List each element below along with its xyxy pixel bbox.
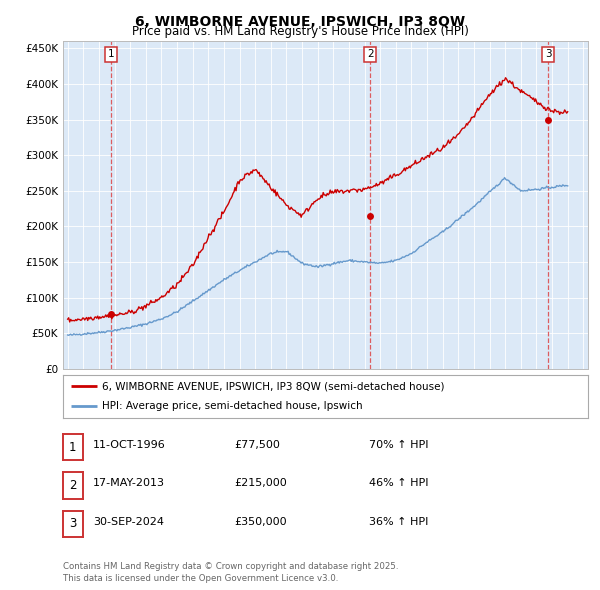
Text: 2: 2 xyxy=(367,50,374,60)
Text: Contains HM Land Registry data © Crown copyright and database right 2025.
This d: Contains HM Land Registry data © Crown c… xyxy=(63,562,398,583)
Text: 17-MAY-2013: 17-MAY-2013 xyxy=(93,478,165,488)
Text: 11-OCT-1996: 11-OCT-1996 xyxy=(93,440,166,450)
Text: 46% ↑ HPI: 46% ↑ HPI xyxy=(369,478,428,488)
Text: 6, WIMBORNE AVENUE, IPSWICH, IP3 8QW (semi-detached house): 6, WIMBORNE AVENUE, IPSWICH, IP3 8QW (se… xyxy=(103,381,445,391)
Text: 1: 1 xyxy=(69,441,77,454)
Text: £77,500: £77,500 xyxy=(234,440,280,450)
Text: HPI: Average price, semi-detached house, Ipswich: HPI: Average price, semi-detached house,… xyxy=(103,401,363,411)
Text: 3: 3 xyxy=(545,50,551,60)
Text: 30-SEP-2024: 30-SEP-2024 xyxy=(93,517,164,526)
Text: 1: 1 xyxy=(108,50,115,60)
Text: 70% ↑ HPI: 70% ↑ HPI xyxy=(369,440,428,450)
Text: £350,000: £350,000 xyxy=(234,517,287,526)
Text: 3: 3 xyxy=(69,517,77,530)
Text: 2: 2 xyxy=(69,479,77,492)
Text: 36% ↑ HPI: 36% ↑ HPI xyxy=(369,517,428,526)
Text: 6, WIMBORNE AVENUE, IPSWICH, IP3 8QW: 6, WIMBORNE AVENUE, IPSWICH, IP3 8QW xyxy=(135,15,465,29)
Text: £215,000: £215,000 xyxy=(234,478,287,488)
Text: Price paid vs. HM Land Registry's House Price Index (HPI): Price paid vs. HM Land Registry's House … xyxy=(131,25,469,38)
